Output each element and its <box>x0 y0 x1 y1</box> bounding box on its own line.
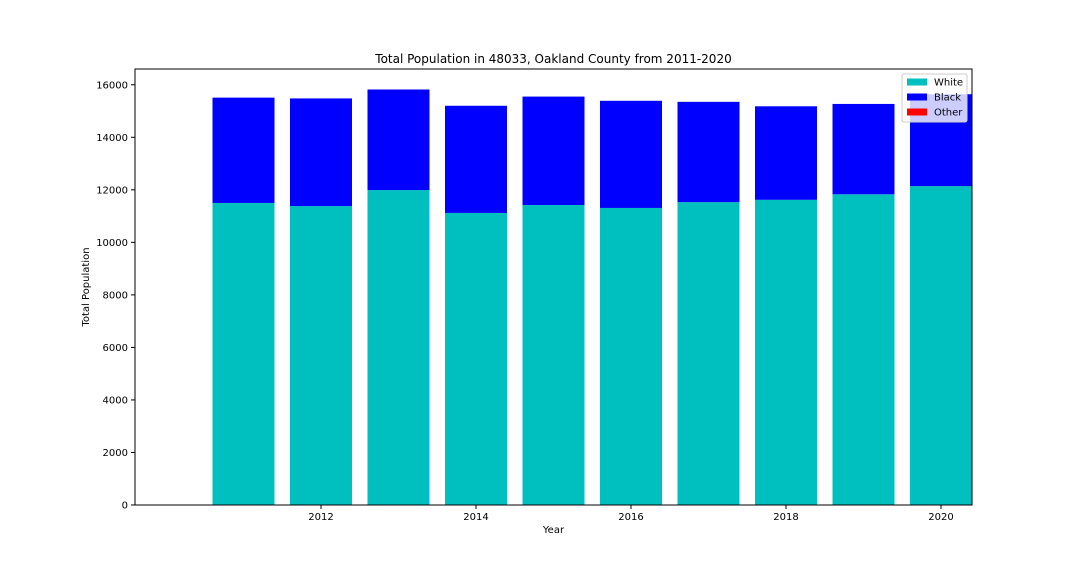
y-tick-label: 8000 <box>103 290 128 301</box>
y-tick-label: 0 <box>122 501 128 512</box>
bar-white-2016 <box>600 207 662 505</box>
bar-black-2014 <box>445 105 507 213</box>
y-tick-label: 14000 <box>96 133 128 144</box>
legend-swatch-black <box>907 93 927 101</box>
y-axis-label: Total Population <box>81 247 92 327</box>
x-tick-label: 2014 <box>463 512 488 523</box>
plot-area-frame <box>134 68 973 506</box>
y-tick-label: 12000 <box>96 185 128 196</box>
bar-white-2013 <box>367 190 430 506</box>
x-tick-label: 2020 <box>928 512 953 523</box>
bar-black-2018 <box>755 106 817 200</box>
legend-label-white: White <box>934 78 963 89</box>
bar-black-2017 <box>677 101 740 203</box>
bar-black-2013 <box>367 89 430 191</box>
y-tick-label: 10000 <box>96 238 128 249</box>
y-tick-label: 2000 <box>103 448 128 459</box>
bar-white-2019 <box>832 194 895 505</box>
y-axis: 0 2000 4000 6000 8000 10000 12000 14000 16000 <box>96 80 135 512</box>
bar-white-2017 <box>677 202 740 505</box>
legend-label-other: Other <box>934 108 963 119</box>
x-tick-label: 2016 <box>618 512 643 523</box>
legend-swatch-white <box>907 78 927 86</box>
legend-swatch-other <box>907 108 927 116</box>
bar-black-2015 <box>522 96 585 206</box>
y-tick-label: 6000 <box>103 343 128 354</box>
legend: White Black Other <box>901 73 968 123</box>
bars-group <box>212 89 972 506</box>
bar-white-2011 <box>212 202 275 505</box>
x-axis-label: Year <box>542 525 565 536</box>
bar-white-2012 <box>290 206 352 505</box>
bar-white-2014 <box>445 212 507 505</box>
x-tick-label: 2018 <box>773 512 798 523</box>
y-tick-label: 16000 <box>96 80 128 91</box>
x-tick-label: 2012 <box>308 512 333 523</box>
x-axis: 2012 2014 2016 2018 2020 <box>308 505 954 523</box>
bar-white-2018 <box>755 199 817 506</box>
bar-white-2020 <box>910 186 972 506</box>
bar-black-2019 <box>832 103 895 195</box>
bar-white-2015 <box>522 205 585 505</box>
legend-label-black: Black <box>934 93 961 104</box>
chart-title: Total Population in 48033, Oakland Count… <box>374 52 731 66</box>
bar-black-2016 <box>600 100 662 208</box>
bar-black-2011 <box>212 97 275 203</box>
bar-black-2012 <box>290 98 352 207</box>
y-tick-label: 4000 <box>103 395 128 406</box>
